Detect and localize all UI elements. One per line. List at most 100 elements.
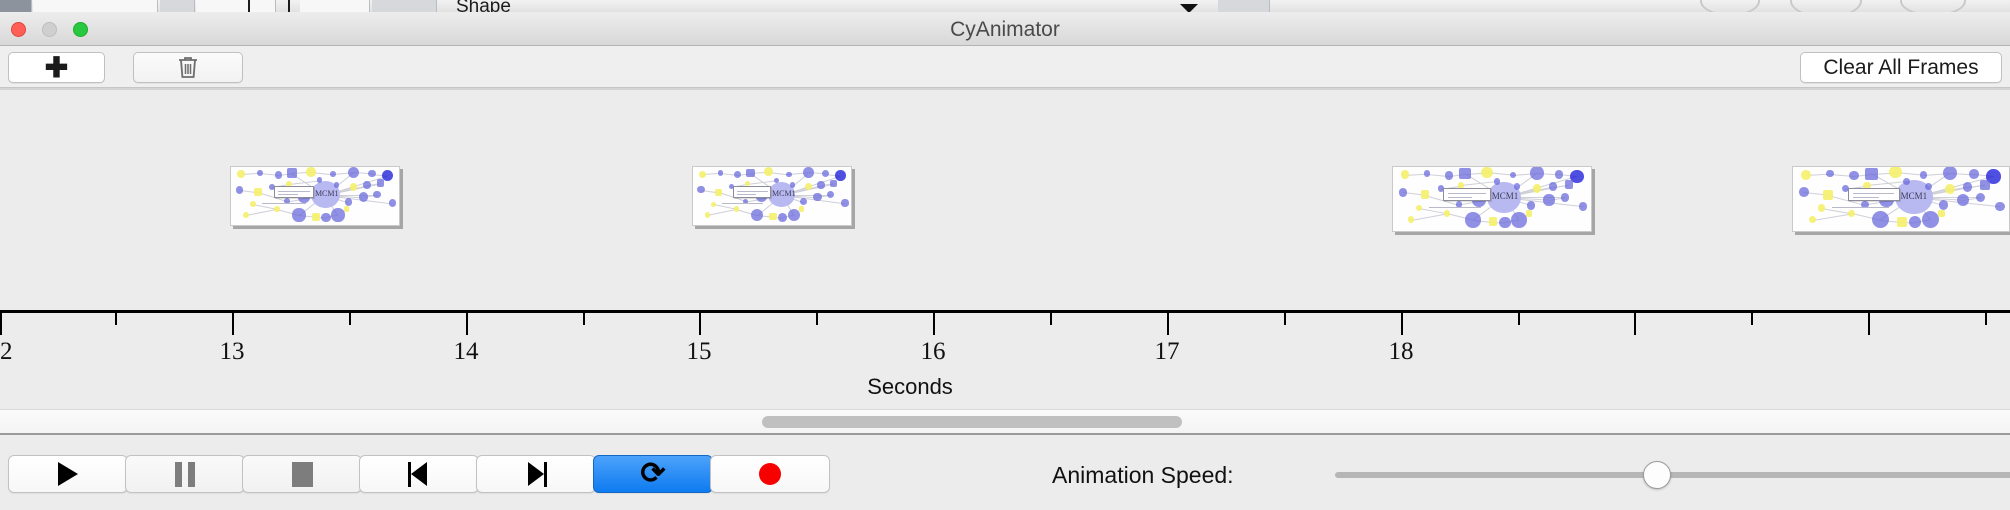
network-node bbox=[1488, 217, 1498, 227]
network-node bbox=[343, 206, 350, 212]
toolbar: ✚ Clear All Frames bbox=[0, 46, 2010, 88]
network-node bbox=[1861, 200, 1869, 209]
network-edge bbox=[1410, 213, 1448, 221]
network-node bbox=[363, 181, 371, 189]
tick-minor bbox=[349, 313, 351, 325]
horizontal-scrollbar-thumb[interactable] bbox=[762, 416, 1182, 428]
network-node bbox=[1459, 168, 1471, 180]
network-node bbox=[1455, 201, 1463, 208]
tick-major bbox=[1634, 313, 1636, 335]
frame-thumbnail[interactable]: MCM1 bbox=[230, 166, 400, 226]
network-node bbox=[1415, 204, 1423, 212]
network-node bbox=[841, 199, 849, 207]
tick-minor bbox=[583, 313, 585, 325]
minimize-button[interactable] bbox=[42, 22, 57, 37]
network-node bbox=[1578, 202, 1588, 212]
network-node bbox=[333, 182, 340, 188]
clear-all-frames-button[interactable]: Clear All Frames bbox=[1800, 52, 2002, 83]
network-node bbox=[1525, 209, 1533, 217]
network-node bbox=[1889, 167, 1902, 179]
timeline-axis-title: Seconds bbox=[867, 374, 953, 399]
playback-control-bar: ⟳ Animation Speed: bbox=[0, 433, 2010, 510]
record-button[interactable] bbox=[710, 455, 830, 493]
tick-major bbox=[1167, 313, 1169, 335]
network-node bbox=[292, 208, 306, 222]
tick-minor bbox=[1751, 313, 1753, 325]
bg-arc-icon bbox=[1700, 0, 1760, 12]
network-node bbox=[1457, 182, 1465, 189]
bg-tab bbox=[300, 0, 370, 12]
bg-tab bbox=[33, 0, 158, 12]
tick-label: 13 bbox=[219, 338, 245, 365]
network-node bbox=[381, 169, 394, 182]
network-node bbox=[1509, 171, 1517, 179]
network-edge bbox=[781, 194, 831, 196]
network-node bbox=[1420, 190, 1430, 200]
network-node bbox=[254, 188, 262, 196]
network-edge bbox=[1504, 197, 1565, 199]
skip-backward-icon bbox=[406, 461, 432, 487]
network-node bbox=[786, 171, 792, 177]
timeline-ruler-line bbox=[0, 310, 2010, 313]
network-node bbox=[834, 170, 846, 181]
network-node bbox=[349, 183, 358, 191]
network-edge bbox=[325, 194, 378, 196]
loop-button[interactable]: ⟳ bbox=[593, 455, 713, 493]
frame-thumbnail[interactable]: MCM1 bbox=[1392, 166, 1592, 232]
frame-thumbnail[interactable]: MCM1 bbox=[692, 166, 852, 226]
network-node bbox=[1897, 216, 1907, 227]
skip-to-end-button[interactable] bbox=[476, 455, 596, 493]
network-node bbox=[804, 183, 812, 191]
network-node bbox=[789, 182, 795, 188]
network-node bbox=[331, 208, 345, 222]
network-node bbox=[802, 167, 814, 178]
network-node bbox=[1481, 167, 1493, 178]
annotation-text-line bbox=[1448, 197, 1472, 199]
maximize-button[interactable] bbox=[73, 22, 88, 37]
tick-label: 14 bbox=[453, 338, 479, 365]
network-node bbox=[743, 198, 749, 204]
tick-label: 17 bbox=[1154, 338, 1180, 365]
network-node bbox=[1543, 194, 1555, 206]
record-icon bbox=[759, 463, 781, 485]
network-node bbox=[330, 171, 336, 178]
annotation-text-line bbox=[1429, 206, 1481, 208]
network-node bbox=[1808, 216, 1817, 224]
network-node bbox=[704, 212, 711, 218]
network-node bbox=[827, 191, 835, 199]
network-node bbox=[1526, 200, 1536, 210]
network-node bbox=[744, 181, 751, 187]
skip-to-start-button[interactable] bbox=[359, 455, 479, 493]
window-title-bar: CyAnimator bbox=[0, 12, 2010, 46]
network-node bbox=[1570, 169, 1584, 183]
frame-network-preview: MCM1 bbox=[1793, 167, 2009, 231]
animation-speed-slider[interactable] bbox=[1335, 461, 2010, 489]
network-node bbox=[1938, 200, 1949, 211]
network-node bbox=[1823, 189, 1833, 200]
bg-window-label: Shape bbox=[456, 0, 511, 12]
network-node bbox=[778, 212, 788, 222]
network-node bbox=[1499, 216, 1511, 228]
pause-icon bbox=[175, 461, 195, 487]
play-button[interactable] bbox=[8, 455, 128, 493]
animation-speed-slider-thumb[interactable] bbox=[1643, 461, 1671, 489]
frame-network-preview: MCM1 bbox=[693, 167, 851, 225]
close-button[interactable] bbox=[11, 22, 26, 37]
network-node bbox=[1937, 209, 1945, 217]
bg-arc-icon bbox=[1900, 0, 1966, 12]
network-node bbox=[1962, 181, 1973, 192]
stop-button[interactable] bbox=[242, 455, 362, 493]
delete-frame-button[interactable] bbox=[133, 52, 243, 83]
bg-tab bbox=[196, 0, 276, 12]
add-frame-button[interactable]: ✚ bbox=[8, 52, 105, 83]
network-node bbox=[1437, 185, 1445, 193]
pause-button[interactable] bbox=[125, 455, 245, 493]
frame-thumbnail[interactable]: MCM1 bbox=[1792, 166, 2010, 232]
timeline-panel[interactable]: MCM1 MCM1 MCM1 MCM1 12 13 14 15 16 17 18 Seconds bbox=[0, 88, 2010, 409]
skip-forward-icon bbox=[523, 461, 549, 487]
network-node bbox=[1513, 183, 1521, 191]
tick-major bbox=[232, 313, 234, 335]
network-node bbox=[733, 206, 739, 212]
network-node bbox=[1909, 216, 1922, 229]
horizontal-scrollbar-track[interactable] bbox=[0, 409, 2010, 433]
